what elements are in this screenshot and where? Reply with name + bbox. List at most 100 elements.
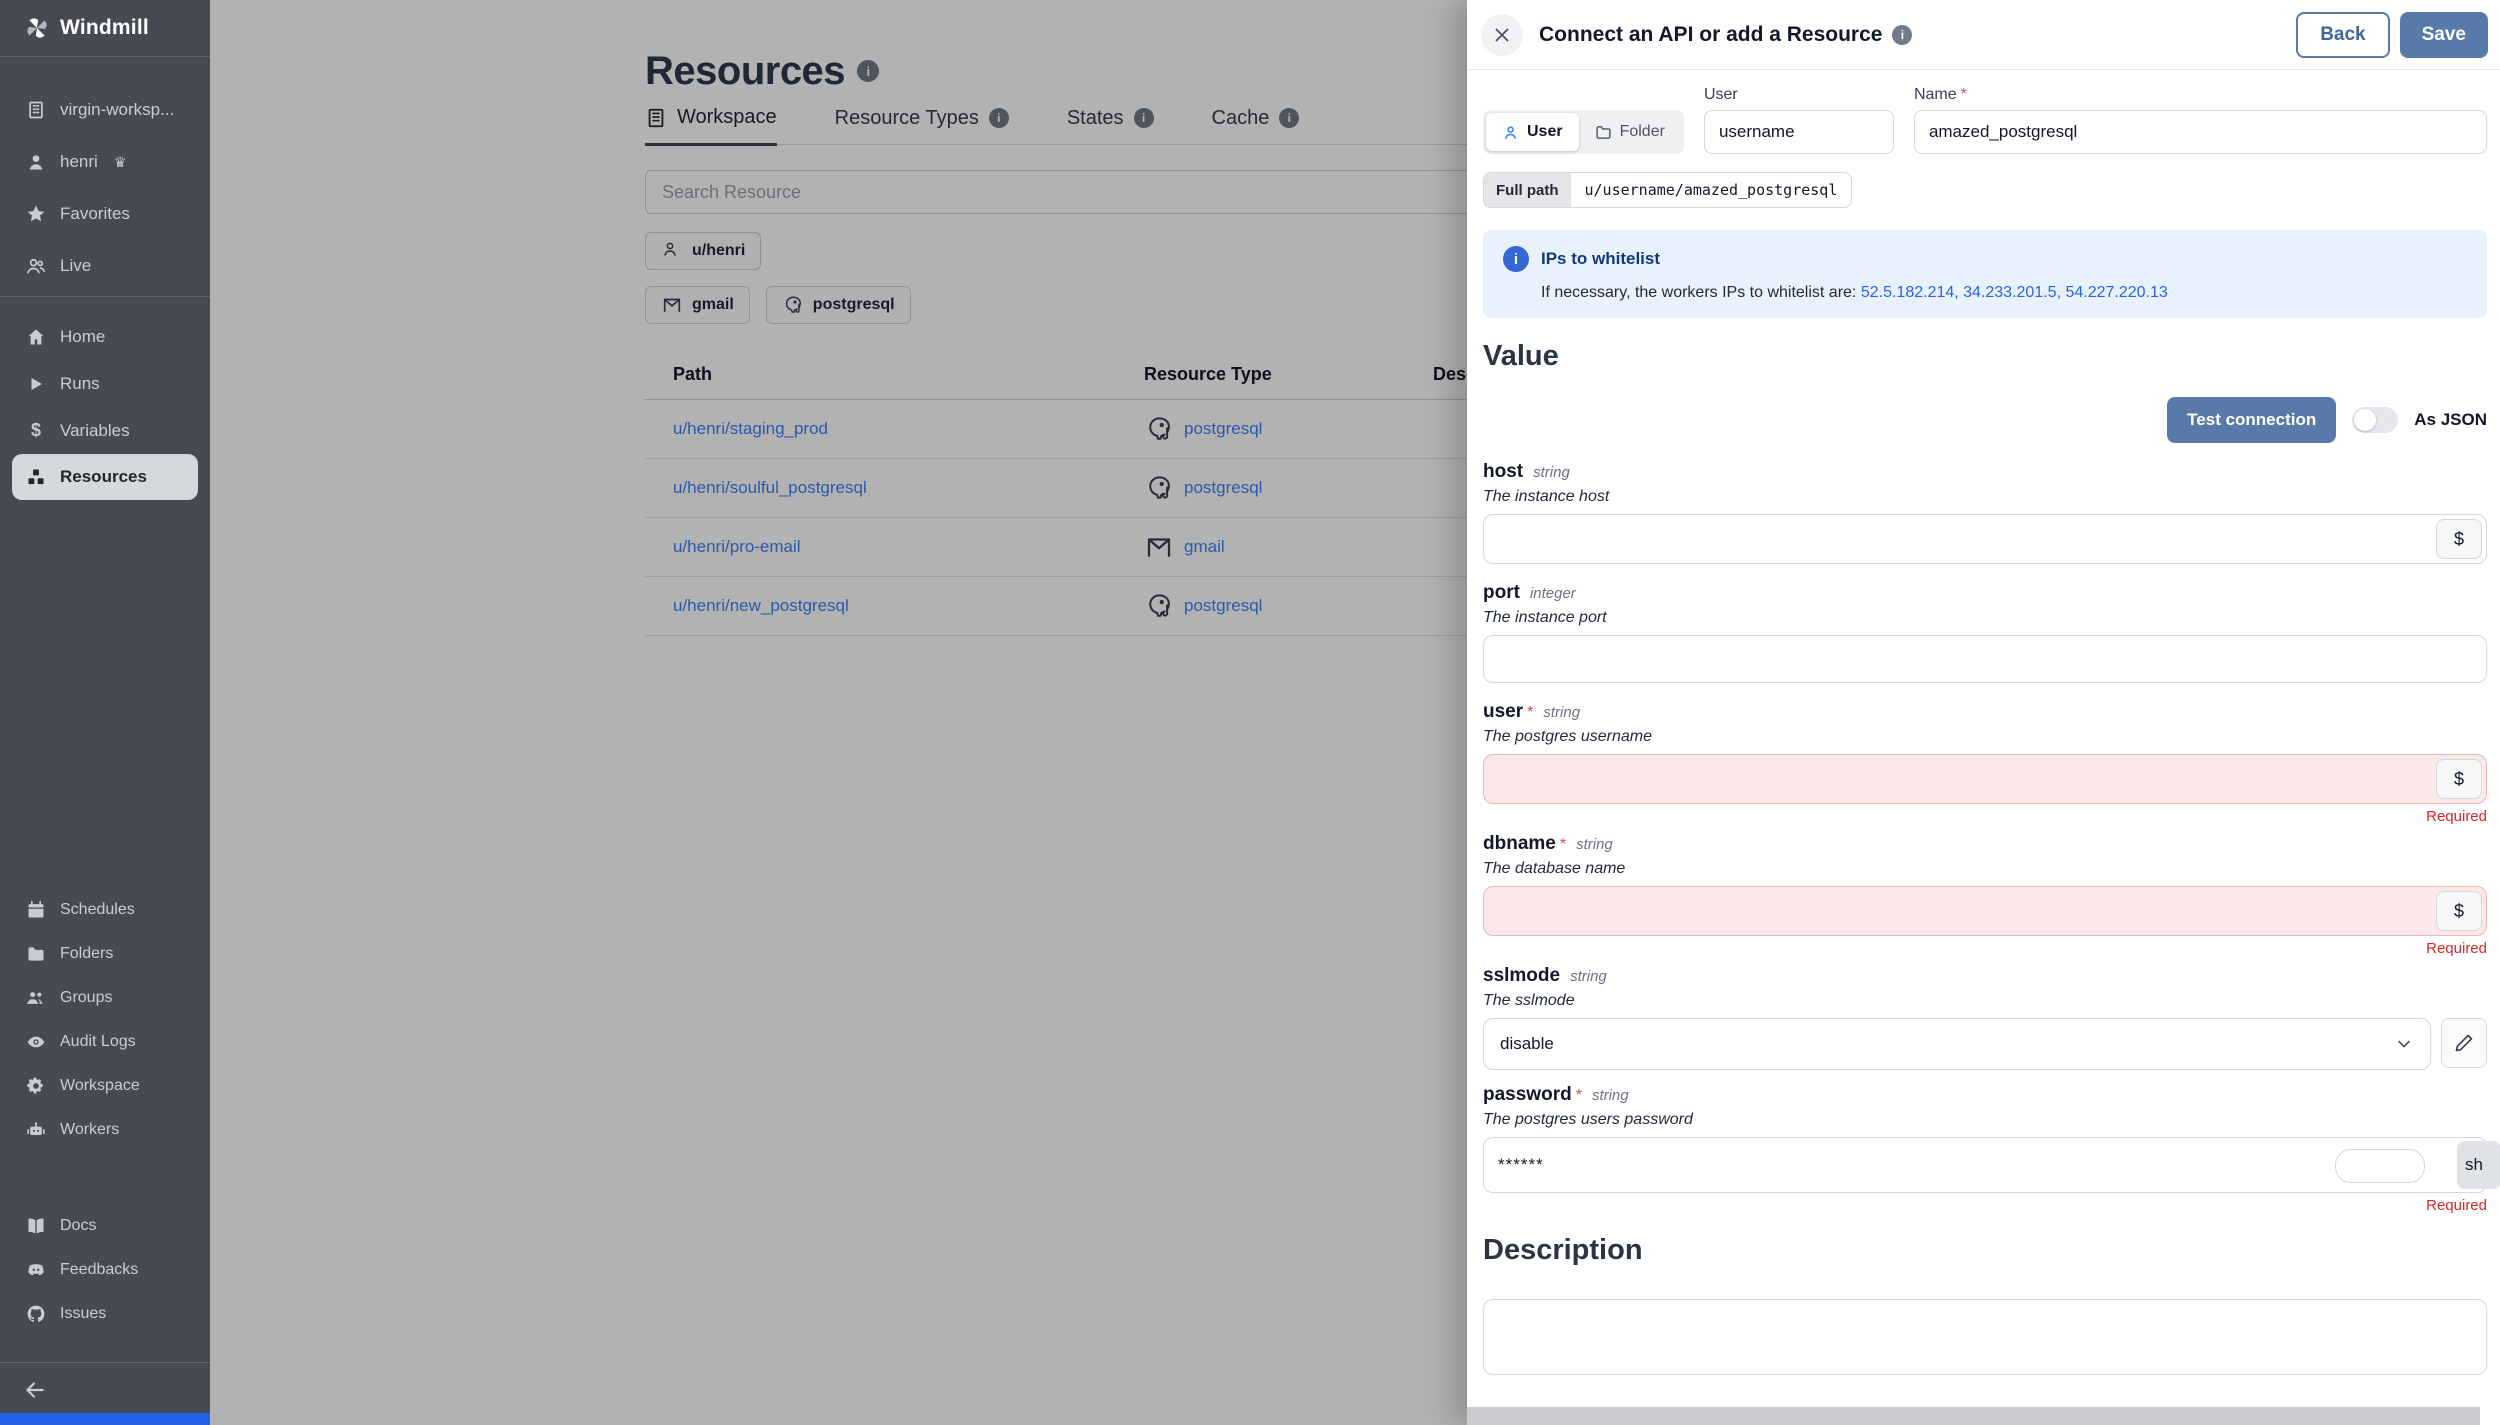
- info-icon: i: [988, 108, 1009, 128]
- host-input[interactable]: [1483, 514, 2487, 565]
- sidebar-group-admin: Schedules Folders Groups Audit Logs: [0, 888, 210, 1152]
- resource-type-link[interactable]: postgresql: [1184, 596, 1263, 615]
- field-name: password: [1483, 1084, 1572, 1106]
- sidebar-item-resources[interactable]: Resources: [12, 454, 198, 500]
- resource-type-link[interactable]: gmail: [1184, 537, 1225, 556]
- resource-type-link[interactable]: postgresql: [1184, 419, 1263, 438]
- info-icon[interactable]: i: [857, 60, 880, 83]
- field-dbname: dbname * string The database name $ Requir…: [1483, 833, 2487, 957]
- segment-label: User: [1527, 123, 1563, 140]
- password-reveal-pill[interactable]: [2335, 1149, 2425, 1184]
- filter-chip-gmail[interactable]: gmail: [645, 286, 750, 324]
- resource-path-link[interactable]: u/henri/pro-email: [673, 537, 801, 556]
- sidebar-item-label: Schedules: [60, 901, 135, 918]
- close-button[interactable]: [1481, 13, 1523, 56]
- sidebar-item-favorites[interactable]: Favorites: [0, 188, 210, 240]
- sidebar-item-folders[interactable]: Folders: [0, 932, 210, 976]
- resource-drawer: Connect an API or add a Resource i Back …: [1467, 0, 2500, 1425]
- owner-chip[interactable]: u/henri: [645, 232, 762, 270]
- sidebar-item-label: Runs: [60, 373, 100, 393]
- port-input[interactable]: [1483, 635, 2487, 684]
- tab-resource-types[interactable]: Resource Types i: [835, 106, 1009, 144]
- user-input[interactable]: [1483, 754, 2487, 805]
- sidebar-item-workspace-settings[interactable]: Workspace: [0, 1064, 210, 1108]
- sidebar-item-variables[interactable]: $ Variables: [0, 407, 210, 454]
- sidebar-item-runs[interactable]: Runs: [0, 360, 210, 407]
- logo-row[interactable]: Windmill: [0, 0, 210, 57]
- field-description: The sslmode: [1483, 992, 1575, 1010]
- sidebar-group-help: Docs Feedbacks Issues: [0, 1204, 210, 1336]
- resource-type-link[interactable]: postgresql: [1184, 478, 1263, 497]
- sidebar-item-audit-logs[interactable]: Audit Logs: [0, 1020, 210, 1064]
- owner-kind-user[interactable]: User: [1486, 113, 1579, 151]
- sidebar-item-issues[interactable]: Issues: [0, 1292, 210, 1336]
- user-icon: [661, 240, 683, 262]
- ips-info-body: If necessary, the workers IPs to whiteli…: [1541, 284, 2168, 301]
- robot-icon: [26, 1120, 46, 1140]
- drawer-header: Connect an API or add a Resource i Back …: [1467, 0, 2500, 70]
- field-name: host: [1483, 461, 1524, 483]
- field-host: host string The instance host $: [1483, 461, 2487, 565]
- variable-picker-button[interactable]: $: [2436, 519, 2482, 560]
- sidebar-item-docs[interactable]: Docs: [0, 1204, 210, 1248]
- password-input[interactable]: [1483, 1137, 2487, 1194]
- field-name: dbname: [1483, 833, 1556, 855]
- filter-chip-postgresql[interactable]: postgresql: [765, 286, 911, 324]
- sidebar-item-groups[interactable]: Groups: [0, 976, 210, 1020]
- arrow-left-icon: [22, 1377, 48, 1403]
- sidebar-item-workers[interactable]: Workers: [0, 1108, 210, 1152]
- sidebar-item-workspace-switcher[interactable]: virgin-worksp...: [0, 84, 210, 136]
- sidebar-item-feedbacks[interactable]: Feedbacks: [0, 1248, 210, 1292]
- column-header-path: Path: [645, 350, 1144, 400]
- name-field-label: Name *: [1913, 86, 1967, 103]
- resource-path-link[interactable]: u/henri/staging_prod: [673, 419, 829, 438]
- as-json-toggle[interactable]: [2352, 407, 2399, 434]
- variable-picker-button[interactable]: $: [2436, 759, 2482, 800]
- owner-field: User: [1703, 86, 1894, 154]
- field-description: The database name: [1483, 860, 1626, 878]
- tab-workspace[interactable]: Workspace: [645, 106, 777, 146]
- info-icon: i: [1892, 24, 1913, 45]
- collapse-sidebar-button[interactable]: [22, 1377, 48, 1403]
- sidebar-item-live[interactable]: Live: [0, 240, 210, 292]
- info-circle-icon: i: [1503, 246, 1529, 272]
- postgresql-icon: [782, 294, 804, 316]
- save-button[interactable]: Save: [2399, 11, 2488, 58]
- dbname-input[interactable]: [1483, 886, 2487, 937]
- sidebar-item-schedules[interactable]: Schedules: [0, 888, 210, 932]
- group-icon: [26, 988, 46, 1008]
- user-icon: [26, 152, 46, 172]
- sidebar-item-label: Resources: [60, 467, 147, 486]
- ips-list[interactable]: 52.5.182.214, 34.233.201.5, 54.227.220.1…: [1860, 284, 2168, 301]
- tab-states[interactable]: States i: [1067, 106, 1154, 144]
- name-input[interactable]: [1913, 110, 2487, 154]
- back-button[interactable]: Back: [2296, 11, 2390, 58]
- sidebar-item-user[interactable]: henri ♛: [0, 136, 210, 188]
- resource-path-link[interactable]: u/henri/soulful_postgresql: [673, 478, 867, 497]
- as-json-label: As JSON: [2414, 410, 2487, 430]
- ips-info-title: IPs to whitelist: [1541, 249, 1661, 268]
- sslmode-select[interactable]: disable: [1483, 1018, 2431, 1071]
- edit-button[interactable]: [2441, 1018, 2487, 1069]
- owner-kind-folder[interactable]: Folder: [1579, 113, 1681, 151]
- full-path: Full path u/username/amazed_postgresql: [1483, 172, 1853, 208]
- gmail-icon: [661, 294, 683, 316]
- variable-picker-button[interactable]: $: [2436, 891, 2482, 932]
- test-connection-button[interactable]: Test connection: [2167, 397, 2337, 444]
- field-description: The postgres username: [1483, 728, 1652, 746]
- sidebar-item-label: Audit Logs: [60, 1033, 136, 1050]
- gear-icon: [26, 1076, 46, 1096]
- resource-path-link[interactable]: u/henri/new_postgresql: [673, 596, 849, 615]
- folder-icon: [26, 944, 46, 964]
- owner-input[interactable]: [1703, 110, 1894, 154]
- field-user: user * string The postgres username $ Requ…: [1483, 701, 2487, 825]
- sidebar-item-home[interactable]: Home: [0, 313, 210, 360]
- building-icon: [26, 100, 46, 120]
- required-message: Required: [2426, 808, 2487, 826]
- field-type: string: [1570, 968, 1607, 986]
- description-textarea[interactable]: [1483, 1299, 2487, 1376]
- sidebar-item-label: Issues: [60, 1305, 107, 1322]
- tab-label: States: [1066, 106, 1124, 129]
- tab-cache[interactable]: Cache i: [1212, 106, 1300, 144]
- horizontal-scrollbar[interactable]: [1467, 1407, 2480, 1425]
